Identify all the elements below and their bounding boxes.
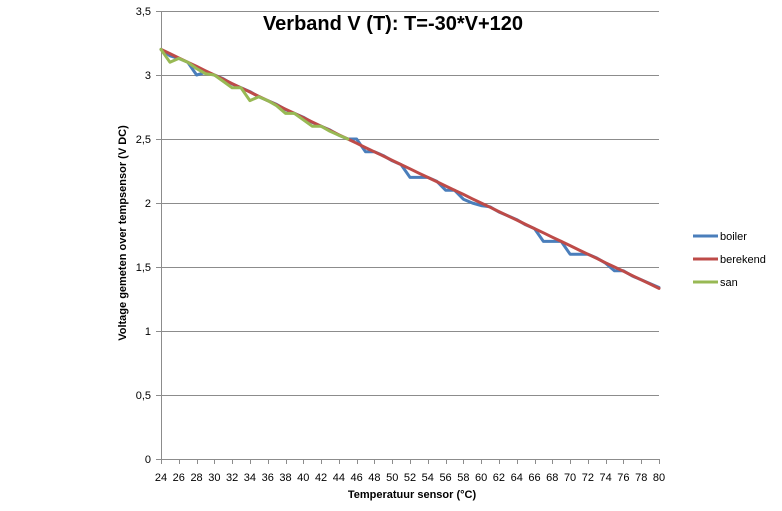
x-tick-label: 38 [279, 472, 291, 484]
x-tick-label: 52 [404, 472, 416, 484]
series-lines [159, 47, 661, 290]
x-tick-label: 54 [422, 472, 434, 484]
x-tick-label: 60 [475, 472, 487, 484]
x-tick-label: 78 [635, 472, 647, 484]
gridlines [161, 11, 659, 396]
x-tick-labels: 24 26 28 30 32 34 36 38 40 42 44 46 48 50 52 54 56 58 60 62… [155, 472, 665, 484]
x-tick-label: 56 [439, 472, 451, 484]
x-tick-label: 24 [155, 472, 167, 484]
x-tick-label: 32 [226, 472, 238, 484]
x-tick-label: 48 [368, 472, 380, 484]
x-tick-label: 70 [564, 472, 576, 484]
y-tick-label: 1 [145, 326, 151, 338]
y-tick-label: 1,5 [136, 262, 151, 274]
x-axis-title: Temperatuur sensor (°C) [348, 489, 477, 501]
x-tick-label: 76 [617, 472, 629, 484]
x-tick-label: 30 [208, 472, 220, 484]
y-tick-label: 3 [145, 70, 151, 82]
legend-label-boiler: boiler [720, 231, 747, 243]
x-tick-label: 74 [600, 472, 612, 484]
x-tick-label: 42 [315, 472, 327, 484]
x-tick-label: 26 [173, 472, 185, 484]
series-line-berekend [159, 47, 661, 290]
x-tick-label: 62 [493, 472, 505, 484]
x-tick-label: 36 [262, 472, 274, 484]
axes [156, 11, 660, 464]
x-tick-label: 28 [190, 472, 202, 484]
legend-label-san: san [720, 277, 738, 289]
y-tick-label: 3,5 [136, 6, 151, 18]
x-tick-label: 66 [528, 472, 540, 484]
legend: boiler berekend san [693, 231, 766, 289]
x-tick-label: 40 [297, 472, 309, 484]
x-tick-label: 80 [653, 472, 665, 484]
series-line-san [159, 47, 350, 141]
y-tick-label: 2,5 [136, 134, 151, 146]
x-tick-label: 72 [582, 472, 594, 484]
y-tick-labels: 0 0,5 1 1,5 2 2,5 3 3,5 [136, 6, 151, 466]
x-tick-label: 46 [351, 472, 363, 484]
x-tick-label: 50 [386, 472, 398, 484]
x-tick-label: 68 [546, 472, 558, 484]
chart-title: Verband V (T): T=-30*V+120 [263, 13, 523, 35]
y-axis-title: Voltage gemeten over tempsensor (V DC) [117, 125, 129, 341]
x-tick-label: 34 [244, 472, 256, 484]
y-tick-label: 0 [145, 454, 151, 466]
y-tick-label: 0,5 [136, 390, 151, 402]
x-tick-label: 58 [457, 472, 469, 484]
y-tick-label: 2 [145, 198, 151, 210]
x-tick-label: 44 [333, 472, 345, 484]
x-tick-label: 64 [511, 472, 523, 484]
legend-label-berekend: berekend [720, 254, 766, 266]
